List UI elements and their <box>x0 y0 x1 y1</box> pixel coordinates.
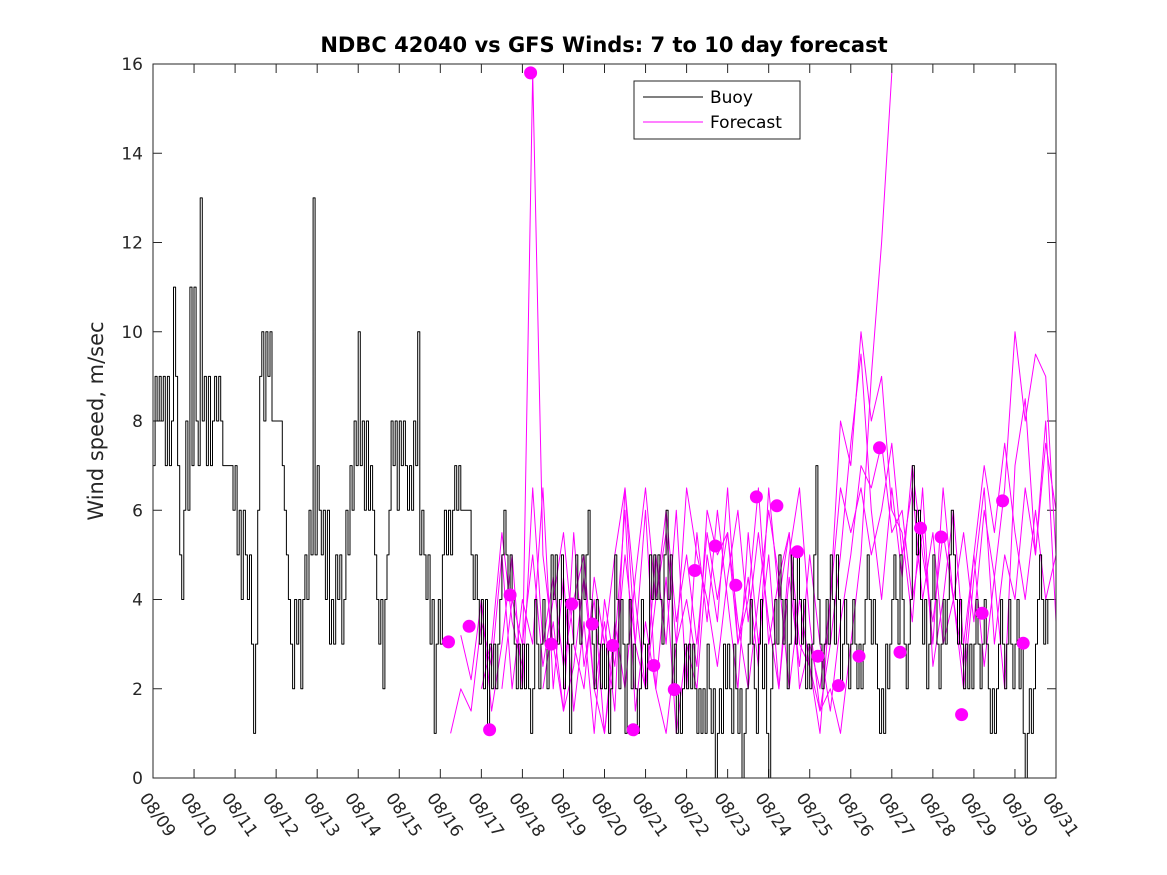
forecast-markers <box>442 66 1030 737</box>
forecast-marker-27 <box>996 494 1010 508</box>
forecast-marker-13 <box>708 539 722 553</box>
y-tick-label: 6 <box>132 501 143 521</box>
series-forecast-c <box>450 331 1057 734</box>
series-forecast-e <box>542 442 1057 734</box>
forecast-marker-16 <box>770 499 784 513</box>
forecast-marker-23 <box>914 521 927 535</box>
forecast-marker-4 <box>524 66 538 80</box>
chart-title: NDBC 42040 vs GFS Winds: 7 to 10 day for… <box>320 33 887 57</box>
forecast-marker-26 <box>975 606 989 620</box>
series-layer <box>153 72 1057 779</box>
y-tick-label: 0 <box>132 769 143 789</box>
forecast-marker-14 <box>729 578 743 592</box>
y-tick-label: 16 <box>121 55 143 75</box>
y-tick-label: 4 <box>132 591 143 611</box>
forecast-marker-17 <box>790 545 804 559</box>
plot-frame <box>152 63 1057 779</box>
series-buoy <box>153 197 1049 779</box>
legend-forecast-label: Forecast <box>710 113 782 133</box>
forecast-marker-22 <box>893 645 907 659</box>
forecast-marker-7 <box>585 617 599 631</box>
y-tick-label: 12 <box>121 234 143 254</box>
forecast-marker-15 <box>749 490 763 504</box>
forecast-marker-3 <box>503 588 517 602</box>
forecast-marker-9 <box>626 723 640 737</box>
legend-buoy-label: Buoy <box>710 88 753 108</box>
forecast-marker-8 <box>606 639 620 652</box>
y-tick-label: 14 <box>121 144 143 164</box>
y-axis-label: Wind speed, m/sec <box>84 321 108 520</box>
forecast-marker-10 <box>647 659 661 672</box>
forecast-marker-21 <box>873 441 886 455</box>
forecast-marker-2 <box>483 723 497 737</box>
legend: Buoy Forecast <box>633 80 801 140</box>
forecast-marker-0 <box>442 635 455 649</box>
forecast-marker-25 <box>955 708 969 722</box>
forecast-marker-20 <box>852 649 866 663</box>
forecast-marker-19 <box>832 679 845 693</box>
forecast-marker-11 <box>667 683 681 697</box>
y-tick-label: 8 <box>132 412 143 432</box>
forecast-marker-24 <box>934 530 948 544</box>
y-tick-label: 10 <box>121 323 143 343</box>
forecast-marker-6 <box>565 597 579 611</box>
forecast-marker-28 <box>1016 636 1030 650</box>
forecast-marker-18 <box>811 649 825 663</box>
forecast-marker-12 <box>688 564 702 577</box>
legend-box <box>633 80 801 140</box>
forecast-marker-5 <box>544 637 558 651</box>
forecast-marker-1 <box>462 619 476 633</box>
y-tick-label: 2 <box>132 680 143 700</box>
